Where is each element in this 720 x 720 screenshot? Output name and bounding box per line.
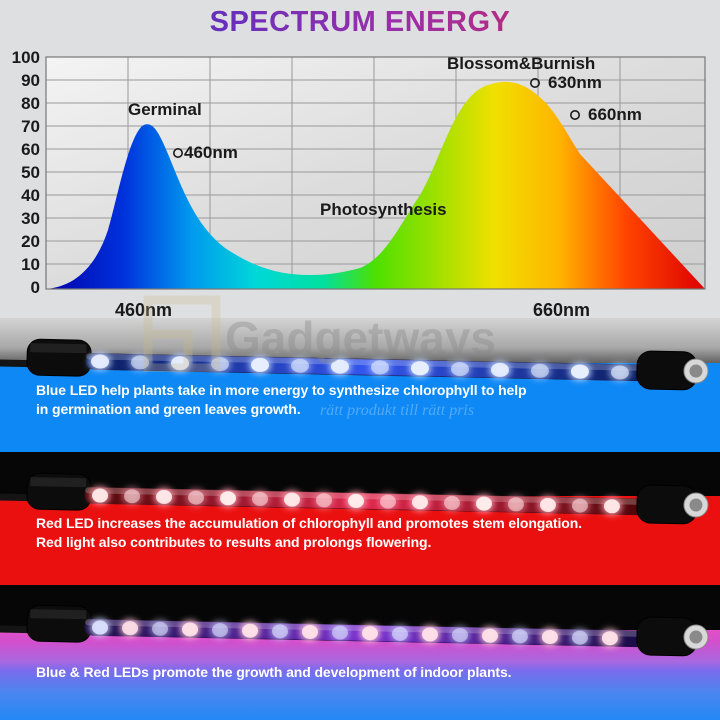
svg-text:100: 100	[12, 50, 40, 67]
svg-text:40: 40	[21, 186, 40, 205]
svg-text:Gadgetways: Gadgetways	[225, 312, 496, 364]
svg-text:Germinal: Germinal	[128, 100, 202, 119]
svg-text:10: 10	[21, 255, 40, 274]
svg-text:90: 90	[21, 71, 40, 90]
svg-text:70: 70	[21, 117, 40, 136]
svg-text:Photosynthesis: Photosynthesis	[320, 200, 447, 219]
svg-text:660nm: 660nm	[588, 105, 642, 124]
svg-text:80: 80	[21, 94, 40, 113]
svg-text:50: 50	[21, 163, 40, 182]
svg-text:Blossom&Burnish: Blossom&Burnish	[447, 54, 595, 73]
svg-text:30: 30	[21, 209, 40, 228]
svg-text:60: 60	[21, 140, 40, 159]
svg-text:460nm: 460nm	[184, 143, 238, 162]
svg-text:630nm: 630nm	[548, 73, 602, 92]
svg-text:20: 20	[21, 232, 40, 251]
